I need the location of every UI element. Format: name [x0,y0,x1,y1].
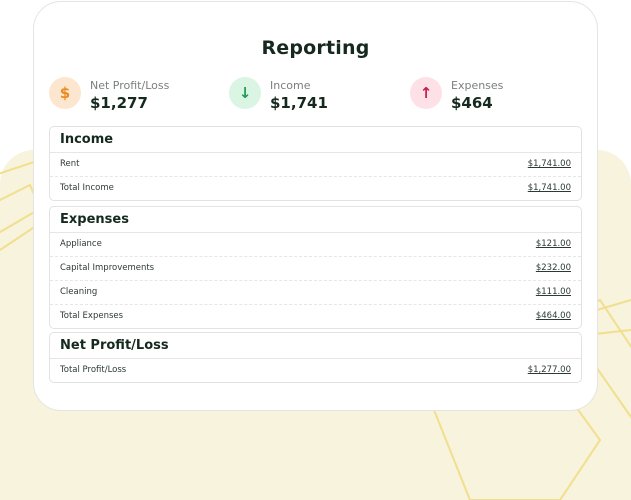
table-row: Rent $1,741.00 [50,153,581,177]
row-label: Appliance [60,239,102,249]
stat-value: $464 [451,94,493,112]
table-row: Total Income $1,741.00 [50,177,581,200]
stat-value: $1,277 [90,94,148,112]
arrow-down-icon: ↓ [229,77,261,109]
row-amount-link[interactable]: $1,741.00 [527,159,571,169]
table-row: Total Expenses $464.00 [50,305,581,328]
stat-label: Net Profit/Loss [90,79,170,92]
table-row: Capital Improvements $232.00 [50,257,581,281]
row-label: Rent [60,159,80,169]
reporting-card: Reporting $ Net Profit/Loss $1,277 ↓ Inc… [33,1,598,411]
row-label: Capital Improvements [60,263,155,273]
dollar-icon: $ [49,77,81,109]
stat-value: $1,741 [270,94,328,112]
row-amount-link[interactable]: $111.00 [535,287,571,297]
row-amount-link[interactable]: $1,277.00 [527,365,571,375]
page-title: Reporting [261,37,370,59]
row-label: Total Income [60,183,114,193]
row-amount-link[interactable]: $232.00 [535,263,571,273]
net-profit-loss-section: Net Profit/Loss Total Profit/Loss $1,277… [49,332,582,383]
table-row: Cleaning $111.00 [50,281,581,305]
section-heading: Net Profit/Loss [50,333,581,359]
row-amount-link[interactable]: $121.00 [535,239,571,249]
section-heading: Income [50,127,581,153]
stat-label: Expenses [451,79,504,92]
table-row: Total Profit/Loss $1,277.00 [50,359,581,382]
table-row: Appliance $121.00 [50,233,581,257]
stat-label: Income [270,79,311,92]
row-amount-link[interactable]: $1,741.00 [527,183,571,193]
arrow-up-icon: ↑ [410,77,442,109]
income-section: Income Rent $1,741.00 Total Income $1,74… [49,126,582,201]
row-amount-link[interactable]: $464.00 [535,311,571,321]
row-label: Total Profit/Loss [60,365,127,375]
row-label: Cleaning [60,287,98,297]
expenses-section: Expenses Appliance $121.00 Capital Impro… [49,206,582,329]
section-heading: Expenses [50,207,581,233]
row-label: Total Expenses [60,311,124,321]
